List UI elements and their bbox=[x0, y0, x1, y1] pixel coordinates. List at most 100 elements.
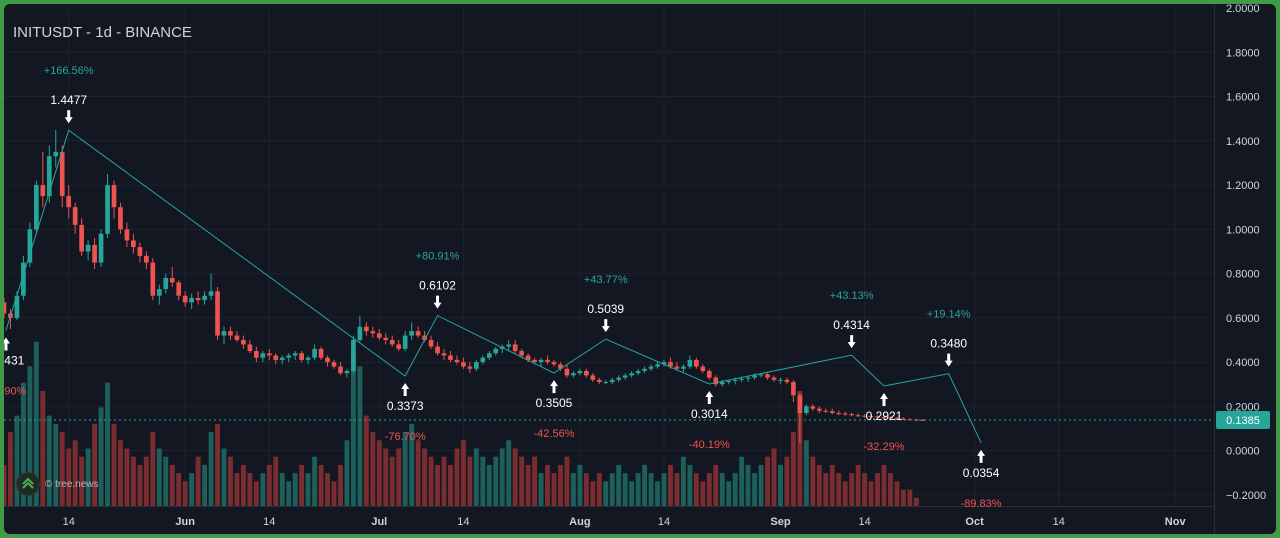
candle-body bbox=[765, 374, 770, 378]
candle-body bbox=[823, 410, 829, 412]
last-price-badge-text: 0.1385 bbox=[1226, 415, 1260, 427]
volume-bar bbox=[118, 440, 123, 506]
pivot-change-up: +43.77% bbox=[584, 274, 628, 286]
candle-body bbox=[726, 380, 732, 383]
price-axis[interactable]: 2.0000 1.8000 1.6000 1.4000 1.2000 1.0000 0.80… bbox=[1216, 4, 1270, 502]
volume-bar bbox=[499, 448, 505, 506]
volume-bar bbox=[583, 473, 589, 506]
volume-bar bbox=[292, 473, 298, 506]
volume-bar bbox=[228, 456, 233, 506]
watermark: © tree.news bbox=[16, 472, 99, 496]
volume-bar bbox=[305, 473, 311, 506]
candle-body bbox=[163, 278, 169, 290]
volume-bar bbox=[124, 448, 130, 506]
candle-body bbox=[609, 379, 615, 383]
pivot-change-down: -42.56% bbox=[534, 428, 575, 440]
last-price-badge bbox=[1216, 411, 1270, 430]
time-tick-label: Nov bbox=[1165, 516, 1187, 528]
time-tick-label: Sep bbox=[770, 516, 790, 528]
candle-body bbox=[331, 362, 337, 367]
volume-bar bbox=[551, 473, 557, 506]
volume-bar bbox=[111, 423, 117, 506]
chart-title: INITUSDT - 1d - BINANCE bbox=[13, 24, 192, 41]
candle-body bbox=[836, 413, 842, 415]
price-tick-label: 1.6000 bbox=[1226, 92, 1260, 104]
volume-bar bbox=[570, 473, 576, 506]
candle-body bbox=[376, 333, 382, 338]
volume-bar bbox=[778, 464, 783, 506]
candle-body bbox=[493, 348, 499, 354]
candle-body bbox=[351, 340, 356, 371]
volume-bar bbox=[85, 448, 91, 506]
volume-bar bbox=[279, 473, 285, 506]
price-tick-label: 1.2000 bbox=[1226, 180, 1260, 192]
price-tick-label: 0.0000 bbox=[1226, 446, 1260, 458]
time-tick-label: Oct bbox=[965, 516, 984, 528]
time-axis[interactable]: 14 Jun 14 Jul 14 Aug 14 Sep 14 Oct 14 Nov bbox=[63, 516, 1187, 528]
pivot-change-down: -76.70% bbox=[385, 431, 426, 443]
volume-bar bbox=[273, 456, 279, 506]
candle-body bbox=[441, 353, 447, 356]
time-tick-label: 14 bbox=[658, 516, 670, 528]
pivot-change-down: -89.83% bbox=[961, 498, 1002, 510]
volume-bar bbox=[674, 473, 680, 506]
volume-bar bbox=[454, 448, 460, 506]
volume-bar bbox=[745, 464, 751, 506]
volume-bar bbox=[344, 440, 350, 506]
time-tick-label: 14 bbox=[457, 516, 469, 528]
candle-body bbox=[538, 359, 544, 363]
volume-bar bbox=[564, 456, 570, 506]
candle-body bbox=[558, 364, 563, 369]
volume-bar bbox=[247, 473, 253, 506]
volume-bar bbox=[448, 464, 453, 506]
candle-body bbox=[810, 406, 816, 409]
candle-body bbox=[668, 362, 673, 367]
candle-body bbox=[584, 370, 589, 376]
candle-body bbox=[706, 370, 712, 378]
candle-body bbox=[389, 340, 395, 345]
candle-body bbox=[92, 244, 97, 263]
candle-body bbox=[422, 335, 427, 340]
volume-bar bbox=[312, 456, 318, 506]
pivot-labels: 0.5431 -90.90% 1.4477 +166.56% 0.3373 -76.70%… bbox=[4, 65, 1002, 510]
candle-body bbox=[461, 362, 466, 367]
candle-body bbox=[648, 366, 654, 369]
candle-body bbox=[247, 344, 253, 352]
candle-body bbox=[868, 416, 874, 418]
price-tick-label: 0.6000 bbox=[1226, 313, 1260, 325]
pivot-high-price: 0.3480 bbox=[930, 337, 967, 351]
volume-bar bbox=[758, 464, 764, 506]
volume-bar bbox=[545, 464, 550, 506]
volume-bar bbox=[913, 497, 919, 506]
candle-body bbox=[829, 411, 835, 414]
price-tick-label: 0.8000 bbox=[1226, 269, 1260, 281]
candle-body bbox=[415, 331, 421, 336]
volume-bar bbox=[221, 448, 227, 506]
price-tick-label: −0.2000 bbox=[1226, 490, 1266, 502]
volume-bar bbox=[493, 456, 499, 506]
time-tick-label: 14 bbox=[1053, 516, 1065, 528]
candle-body bbox=[286, 355, 292, 358]
candle-body bbox=[752, 375, 757, 378]
volume-bar bbox=[176, 473, 182, 506]
candlestick-chart[interactable]: 0.5431 -90.90% 1.4477 +166.56% 0.3373 -76.70%… bbox=[4, 4, 1276, 534]
time-tick-label: Aug bbox=[569, 516, 590, 528]
volume-bar bbox=[842, 481, 848, 506]
volume-bar bbox=[189, 473, 195, 506]
up-arrow-icon bbox=[977, 449, 986, 463]
down-arrow-icon bbox=[433, 295, 442, 309]
volume-bar bbox=[240, 464, 246, 506]
price-tick-label: 1.4000 bbox=[1226, 136, 1260, 148]
candle-body bbox=[894, 417, 900, 419]
down-arrow-icon bbox=[944, 353, 953, 367]
zigzag-line bbox=[5, 129, 982, 444]
volume-bar bbox=[661, 473, 667, 506]
volume-bar bbox=[8, 432, 13, 506]
up-arrow-icon bbox=[4, 337, 10, 351]
volume-bar bbox=[713, 464, 719, 506]
volume-bar bbox=[855, 464, 861, 506]
volume-bar bbox=[350, 349, 356, 506]
volume-bar bbox=[98, 407, 104, 506]
candle-body bbox=[739, 378, 744, 380]
candle-body bbox=[396, 344, 402, 349]
